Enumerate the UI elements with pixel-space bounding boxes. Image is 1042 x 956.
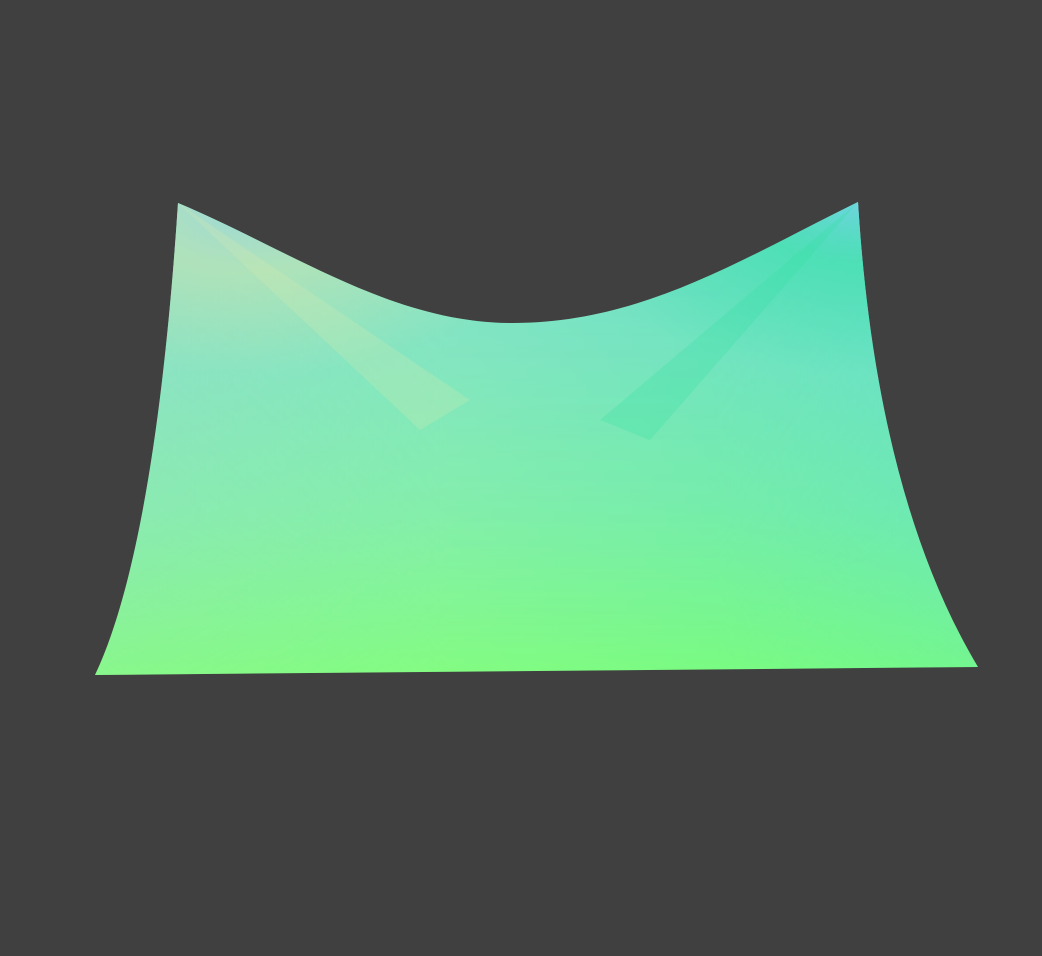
right-corner-highlight: [95, 202, 978, 675]
cloth-surface: [95, 202, 978, 675]
